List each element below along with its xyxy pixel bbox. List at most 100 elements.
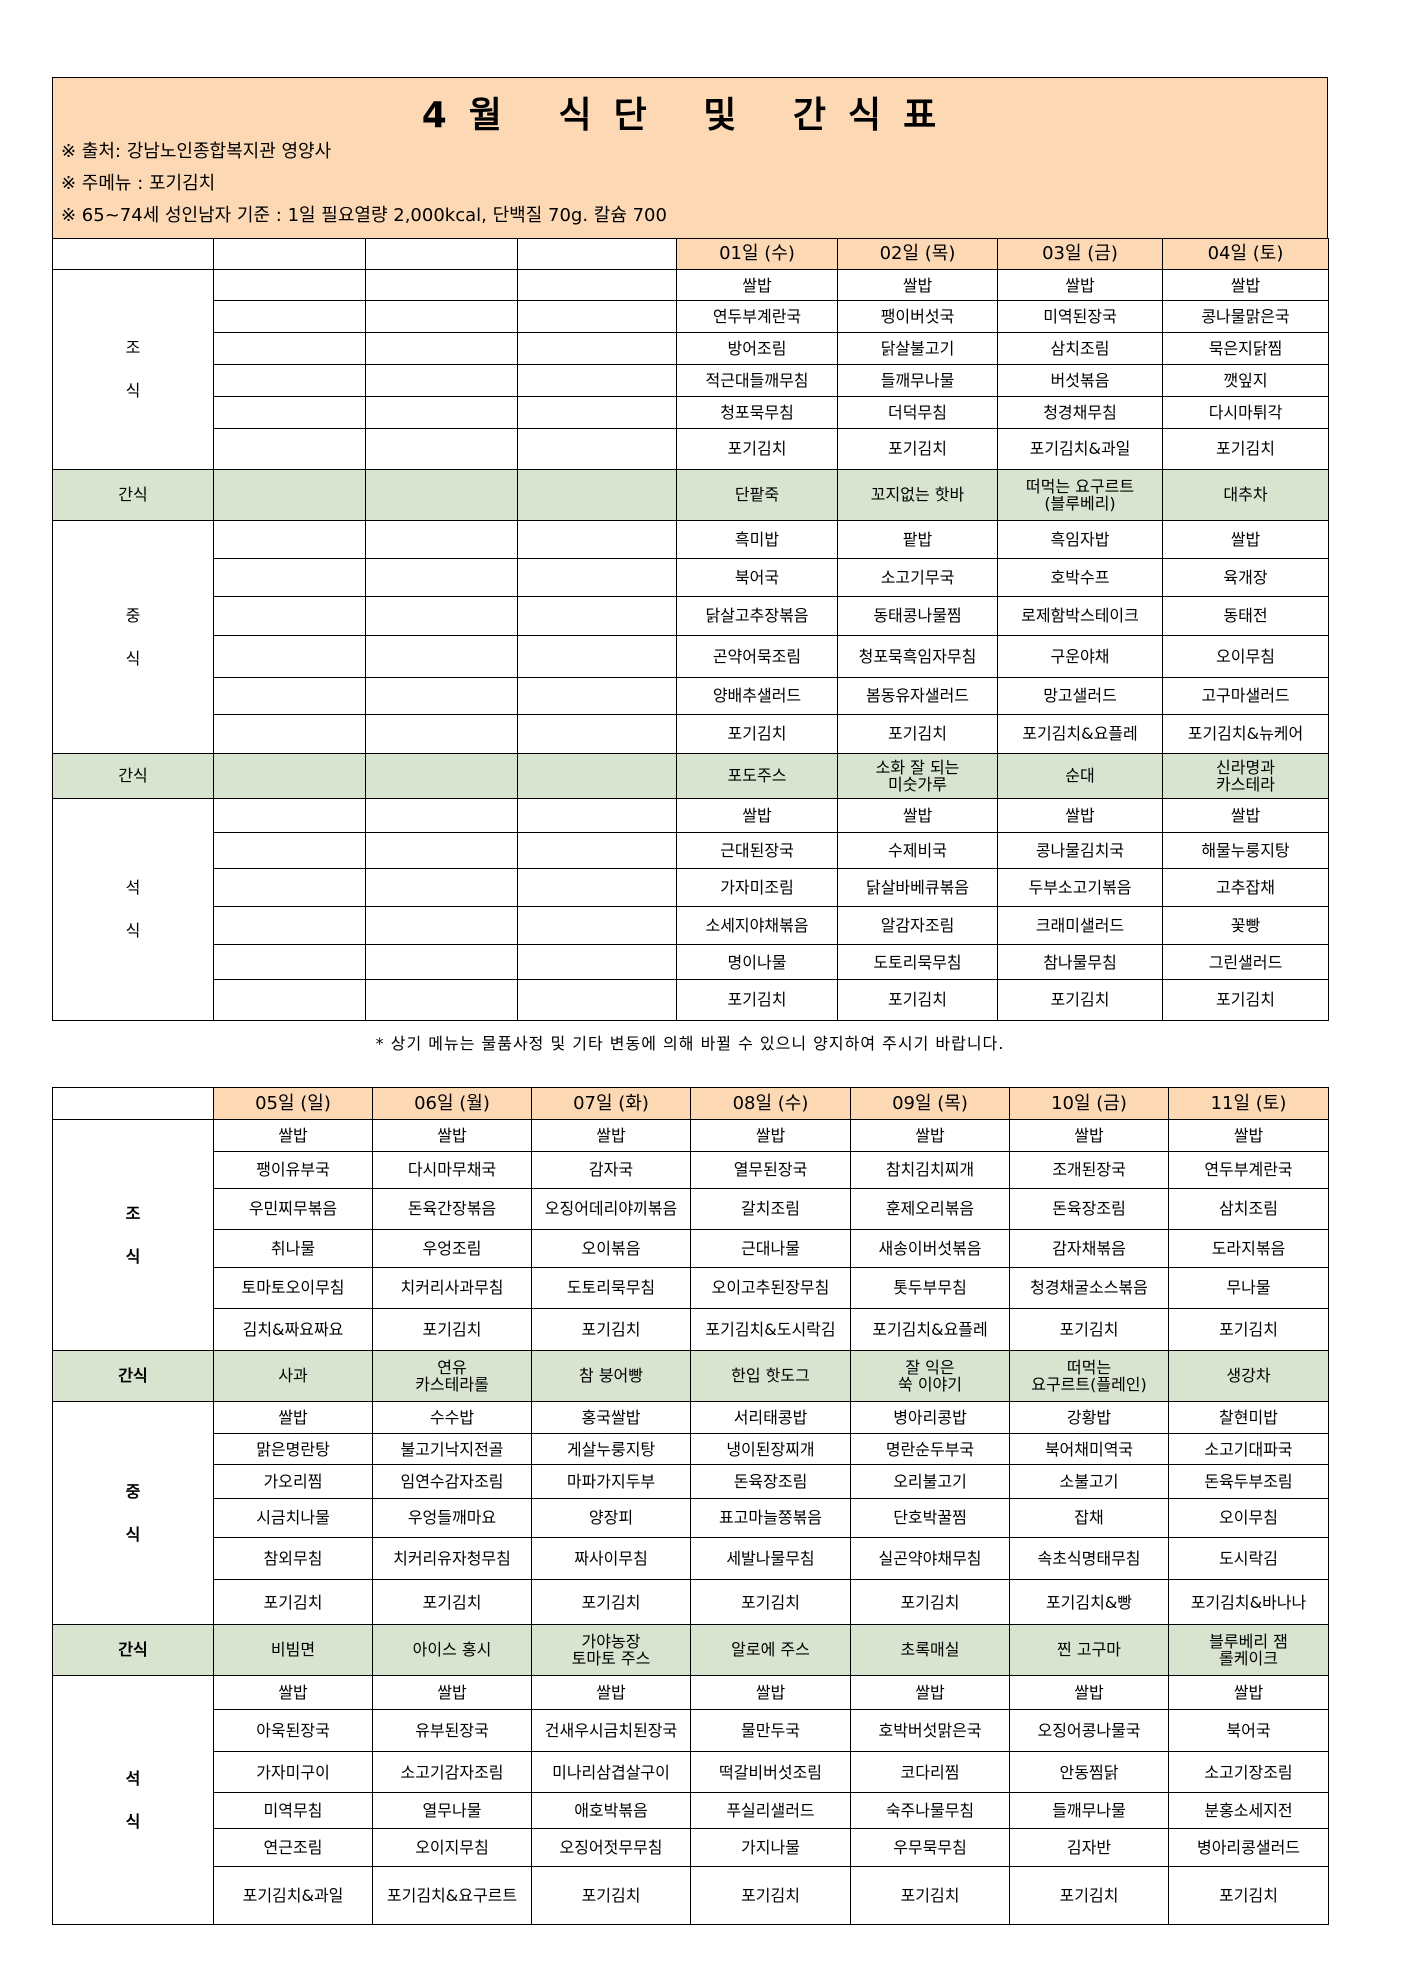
date-cell: 08일 (수) bbox=[690, 1087, 851, 1120]
label-text: 조 bbox=[125, 1203, 141, 1223]
empty-cell bbox=[213, 832, 366, 869]
menu-cell: 포기김치 bbox=[372, 1307, 532, 1351]
header-row: 05일 (일) 06일 (월) 07일 (화) 08일 (수) 09일 (목) 10일 (… bbox=[52, 1087, 1329, 1120]
empty-cell bbox=[517, 753, 677, 799]
menu-cell: 오징어젓무무침 bbox=[531, 1827, 691, 1868]
label-text: 식 bbox=[125, 1811, 141, 1831]
menu-cell: 팽이유부국 bbox=[213, 1150, 373, 1189]
menu-cell: 근대된장국 bbox=[676, 832, 838, 869]
menu-cell: 콩나물김치국 bbox=[997, 832, 1163, 869]
note: ※ 주메뉴 : 포기김치 bbox=[61, 173, 216, 194]
meal-row: 팽이유부국 다시마무채국 감자국 열무된장국 참치김치찌개 조개된장국 연두부계란국 bbox=[53, 1150, 1329, 1189]
menu-cell: 소고기대파국 bbox=[1168, 1432, 1329, 1466]
menu-cell: 포기김치 bbox=[1168, 1307, 1329, 1351]
meal-label: 간식 bbox=[52, 753, 214, 799]
menu-cell: 건새우시금치된장국 bbox=[531, 1709, 691, 1753]
meal-row: 포기김치 포기김치 포기김치&요플레 포기김치&뉴케어 bbox=[53, 713, 1329, 755]
menu-cell: 동태콩나물찜 bbox=[837, 596, 998, 636]
menu-cell: 쌀밥 bbox=[1009, 1674, 1169, 1711]
meal-row: 방어조림 닭살불고기 삼치조림 묵은지닭찜 bbox=[53, 332, 1329, 366]
label-text: 중 bbox=[125, 605, 141, 625]
label-text: 간식 bbox=[118, 1366, 148, 1386]
menu-cell: 오이무침 bbox=[1168, 1497, 1329, 1539]
meal-row: 닭살고추장볶음 동태콩나물찜 로제함박스테이크 동태전 bbox=[53, 596, 1329, 636]
empty-cell bbox=[365, 832, 518, 869]
menu-cell: 쌀밥 bbox=[997, 797, 1163, 834]
menu-cell: 취나물 bbox=[213, 1228, 373, 1268]
meal-row: 근대된장국 수제비국 콩나물김치국 해물누룽지탕 bbox=[53, 832, 1329, 869]
menu-cell: 깻잎지 bbox=[1162, 364, 1329, 398]
menu-cell: 꽃빵 bbox=[1162, 906, 1329, 946]
menu-cell: 아이스 홍시 bbox=[372, 1623, 532, 1676]
menu-cell: 알감자조림 bbox=[837, 906, 998, 946]
menu-cell: 오리불고기 bbox=[850, 1464, 1010, 1499]
empty-cell bbox=[365, 906, 518, 946]
meal-row: 석 식 쌀밥 쌀밥 쌀밥 쌀밥 쌀밥 쌀밥 쌀밥 bbox=[52, 1674, 1329, 1925]
empty-cell bbox=[365, 676, 518, 715]
menu-cell: 소화 잘 되는 미숫가루 bbox=[837, 753, 998, 799]
menu-cell: 꼬지없는 핫바 bbox=[837, 468, 998, 521]
note: ※ 65~74세 성인남자 기준 : 1일 필요열량 2,000kcal, 단백… bbox=[61, 205, 667, 226]
menu-cell: 토마토오이무침 bbox=[213, 1266, 373, 1309]
meal-row: 조 식 쌀밥 쌀밥 쌀밥 쌀밥 bbox=[52, 268, 1329, 470]
menu-cell: 찰현미밥 bbox=[1168, 1400, 1329, 1434]
menu-cell: 가자미조림 bbox=[676, 867, 838, 908]
empty-cell bbox=[517, 427, 677, 470]
menu-cell: 조개된장국 bbox=[1009, 1150, 1169, 1189]
meal-row: 곤약어묵조림 청포묵흑임자무침 구운야채 오이무침 bbox=[53, 634, 1329, 678]
menu-cell: 곤약어묵조림 bbox=[676, 634, 838, 678]
menu-cell: 방어조림 bbox=[676, 332, 838, 366]
label-text: 식 bbox=[125, 648, 141, 668]
empty-cell bbox=[365, 238, 518, 270]
menu-cell: 초록매실 bbox=[850, 1623, 1010, 1676]
empty-cell bbox=[365, 468, 518, 521]
menu-cell: 잡채 bbox=[1009, 1497, 1169, 1539]
menu-cell: 우엉조림 bbox=[372, 1228, 532, 1268]
menu-cell: 쌀밥 bbox=[676, 797, 838, 834]
meal-row: 참외무침 치커리유자청무침 짜사이무침 세발나물무침 실곤약야채무침 속초식명태무침 도시락… bbox=[53, 1537, 1329, 1581]
menu-cell: 쌀밥 bbox=[1162, 268, 1329, 302]
empty-cell bbox=[517, 832, 677, 869]
menu-cell: 감자국 bbox=[531, 1150, 691, 1189]
menu-cell: 짜사이무침 bbox=[531, 1537, 691, 1581]
empty-cell bbox=[213, 753, 366, 799]
label-text: 간식 bbox=[118, 485, 148, 505]
empty-cell bbox=[517, 797, 677, 834]
menu-cell: 북어채미역국 bbox=[1009, 1432, 1169, 1466]
menu-cell: 포기김치 bbox=[837, 427, 998, 470]
note: ※ 출처: 강남노인종합복지관 영양사 bbox=[61, 141, 332, 162]
menu-cell: 호박버섯맑은국 bbox=[850, 1709, 1010, 1753]
menu-cell: 도시락김 bbox=[1168, 1537, 1329, 1581]
meal-row: 연두부계란국 팽이버섯국 미역된장국 콩나물맑은국 bbox=[53, 300, 1329, 334]
menu-cell: 블루베리 잼 롤케이크 bbox=[1168, 1623, 1329, 1676]
meal-row: 포기김치 포기김치 포기김치&과일 포기김치 bbox=[53, 427, 1329, 470]
header-row: 01일 (수) 02일 (목) 03일 (금) 04일 (토) bbox=[52, 238, 1329, 270]
menu-cell: 유부된장국 bbox=[372, 1709, 532, 1753]
menu-cell: 명란순두부국 bbox=[850, 1432, 1010, 1466]
menu-cell: 포기김치&과일 bbox=[213, 1866, 373, 1925]
menu-cell: 떡갈비버섯조림 bbox=[690, 1751, 851, 1794]
menu-cell: 근대나물 bbox=[690, 1228, 851, 1268]
empty-cell bbox=[517, 713, 677, 755]
menu-cell: 홍국쌀밥 bbox=[531, 1400, 691, 1434]
menu-cell: 가오리찜 bbox=[213, 1464, 373, 1499]
date-cell: 05일 (일) bbox=[213, 1087, 373, 1120]
menu-cell: 실곤약야채무침 bbox=[850, 1537, 1010, 1581]
empty-cell bbox=[517, 364, 677, 398]
menu-cell: 김자반 bbox=[1009, 1827, 1169, 1868]
empty-cell bbox=[213, 427, 366, 470]
menu-cell: 연두부계란국 bbox=[676, 300, 838, 334]
meal-row: 명이나물 도토리묵무침 참나물무침 그린샐러드 bbox=[53, 944, 1329, 980]
empty-cell bbox=[365, 753, 518, 799]
menu-cell: 쌀밥 bbox=[850, 1118, 1010, 1152]
menu-cell: 북어국 bbox=[1168, 1709, 1329, 1753]
menu-cell: 포기김치 bbox=[1162, 427, 1329, 470]
empty-cell bbox=[517, 468, 677, 521]
empty-cell bbox=[213, 396, 366, 429]
menu-cell: 포기김치 bbox=[850, 1579, 1010, 1625]
menu-cell: 게살누룽지탕 bbox=[531, 1432, 691, 1466]
menu-cell: 쌀밥 bbox=[213, 1118, 373, 1152]
snack-row: 간식 단팥죽 꼬지없는 핫바 떠먹는 요구르트 (블루베리) 대추차 bbox=[52, 468, 1329, 521]
